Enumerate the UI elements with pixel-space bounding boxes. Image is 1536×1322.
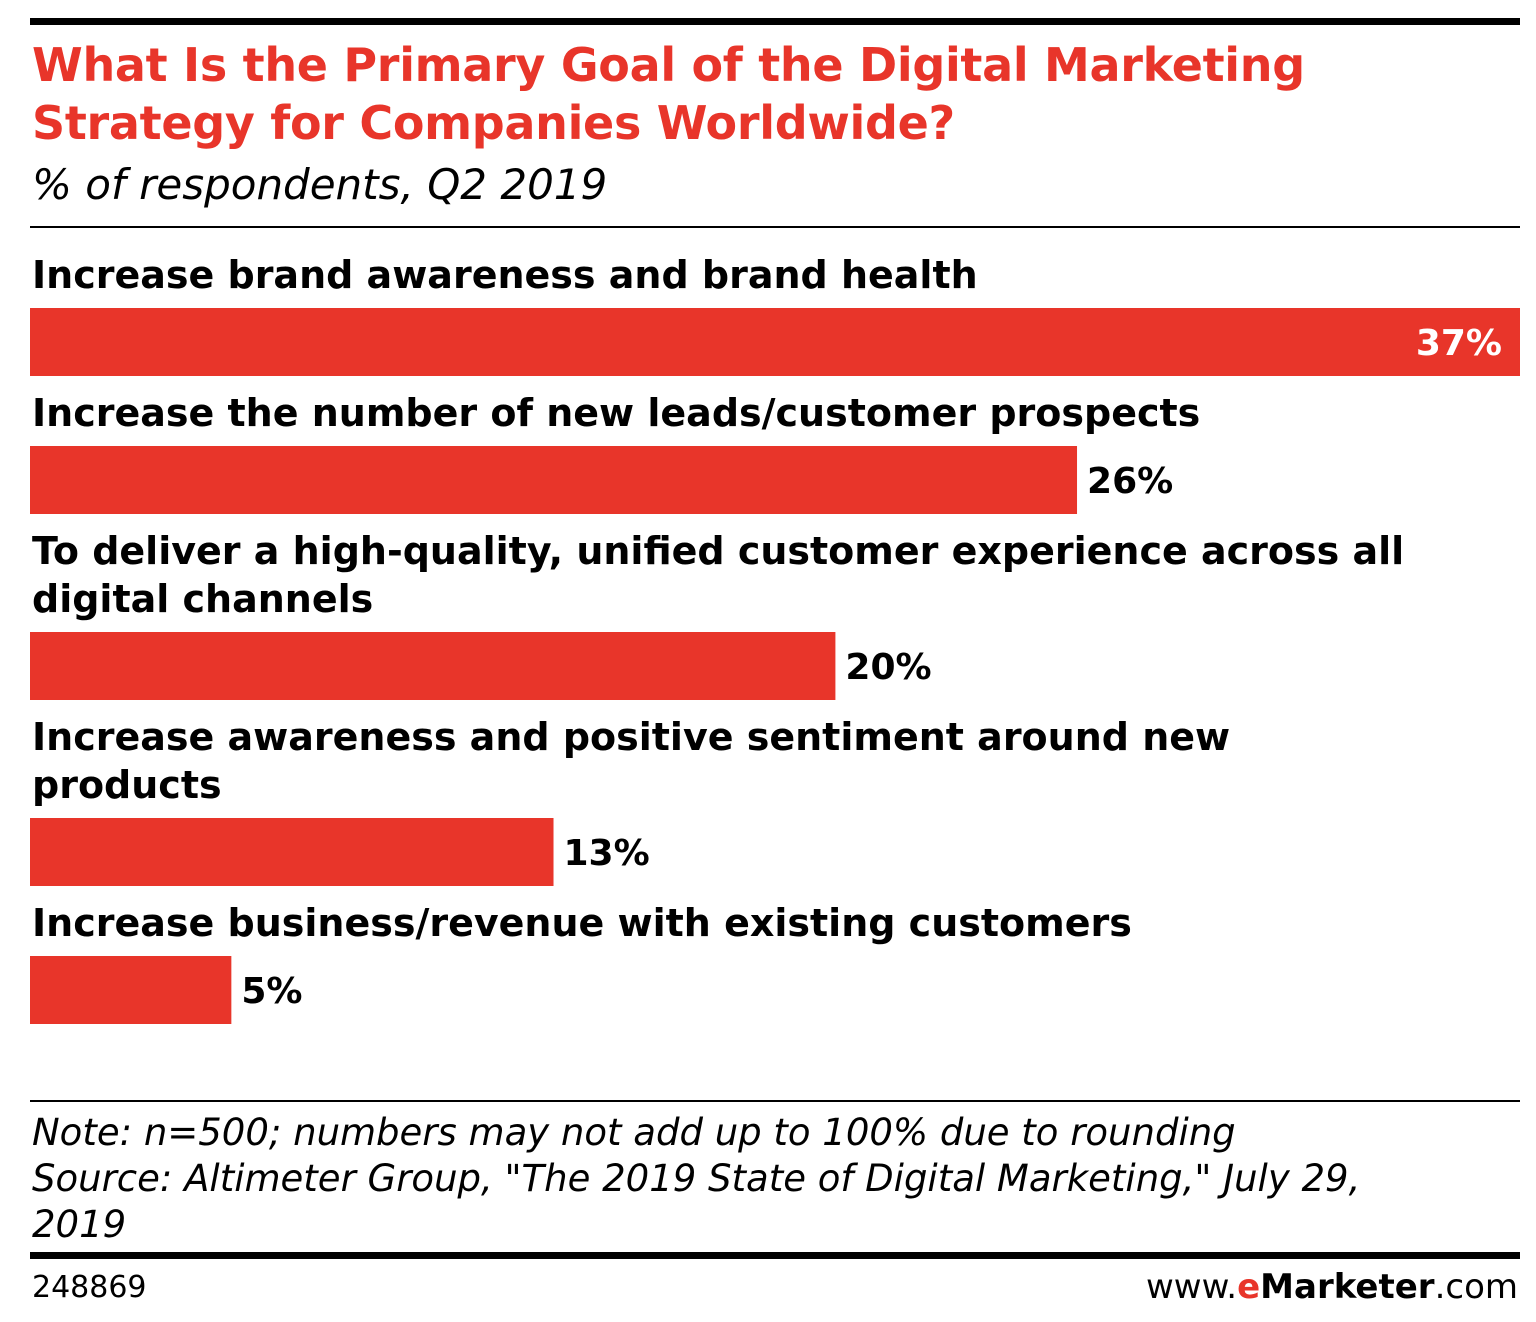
emarketer-logo[interactable]: www.eMarketer.com xyxy=(1146,1266,1518,1308)
category-label-line: products xyxy=(32,763,222,807)
bar xyxy=(30,818,554,886)
value-label: 13% xyxy=(564,833,650,874)
subtitle-rule xyxy=(30,226,1520,228)
value-label: 26% xyxy=(1087,461,1173,502)
source-text-line2: 2019 xyxy=(32,1203,127,1246)
category-label: Increase awareness and positive sentimen… xyxy=(32,715,1230,807)
category-label-line: Increase the number of new leads/custome… xyxy=(32,391,1200,435)
value-label: 5% xyxy=(241,971,302,1012)
category-label-line: Increase brand awareness and brand healt… xyxy=(32,253,978,297)
category-label-line: Increase awareness and positive sentimen… xyxy=(32,715,1230,759)
value-label: 37% xyxy=(1416,323,1502,364)
category-label: To deliver a high-quality, unified custo… xyxy=(32,529,1404,621)
top-rule xyxy=(30,18,1520,25)
category-label-line: digital channels xyxy=(32,577,373,621)
bar xyxy=(30,308,1520,376)
brand-name: Marketer xyxy=(1260,1267,1435,1307)
category-label-line: Increase business/revenue with existing … xyxy=(32,901,1132,945)
value-label: 20% xyxy=(845,647,931,688)
category-label: Increase business/revenue with existing … xyxy=(32,901,1132,945)
category-label: Increase the number of new leads/custome… xyxy=(32,391,1200,435)
brand-e: e xyxy=(1237,1267,1261,1307)
bar xyxy=(30,632,836,700)
bar xyxy=(30,446,1078,514)
category-label-line: To deliver a high-quality, unified custo… xyxy=(32,529,1404,573)
bar xyxy=(30,956,232,1024)
chart-subtitle: % of respondents, Q2 2019 xyxy=(32,160,608,209)
bottom-rule xyxy=(30,1252,1520,1259)
category-label: Increase brand awareness and brand healt… xyxy=(32,253,978,297)
brand-prefix: www. xyxy=(1146,1267,1238,1307)
source-text-line1: Source: Altimeter Group, "The 2019 State… xyxy=(32,1157,1361,1200)
chart-id: 248869 xyxy=(32,1270,147,1305)
chart-title: What Is the Primary Goal of the Digital … xyxy=(32,38,1305,150)
brand-suffix: .com xyxy=(1434,1267,1518,1307)
footnote: Note: n=500; numbers may not add up to 1… xyxy=(32,1110,1512,1248)
note-rule xyxy=(30,1100,1520,1102)
note-text: Note: n=500; numbers may not add up to 1… xyxy=(32,1111,1236,1154)
